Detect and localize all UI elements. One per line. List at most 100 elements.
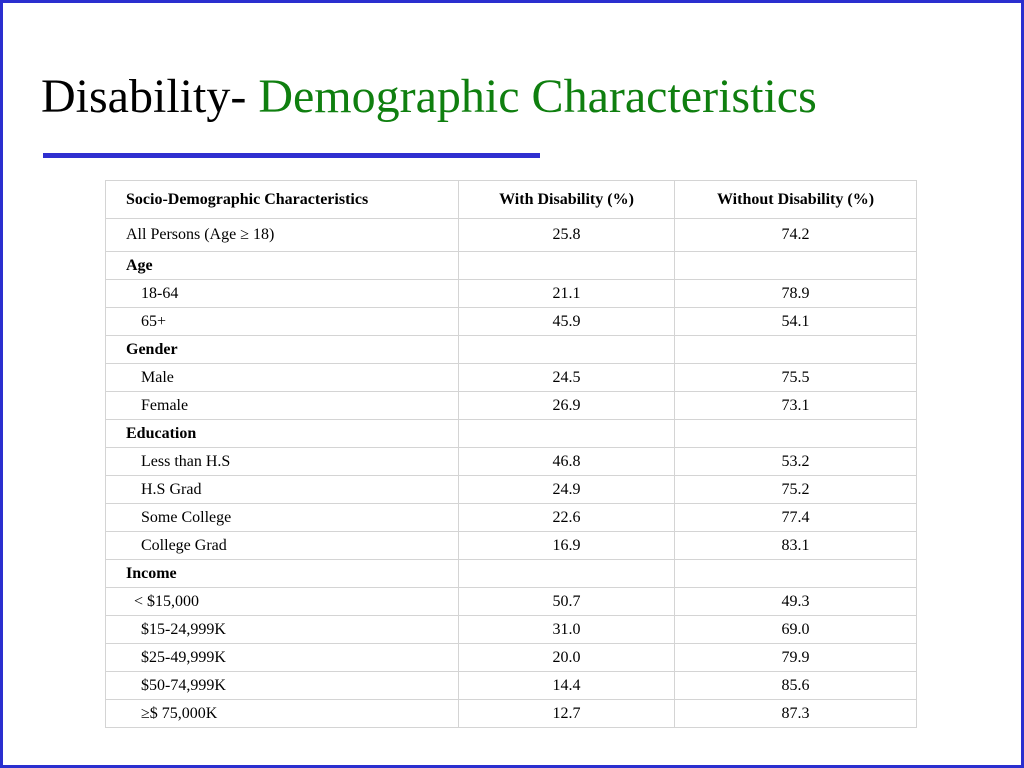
row-label-cell: Gender <box>105 335 459 364</box>
table-row: Less than H.S 46.8 53.2 <box>105 447 917 476</box>
row-label: $15-24,999K <box>141 621 226 638</box>
with-disability-value: 12.7 <box>458 699 675 728</box>
row-label-cell: Less than H.S <box>105 447 459 476</box>
row-label: $25-49,999K <box>141 649 226 666</box>
header-without-disability: Without Disability (%) <box>674 180 917 219</box>
row-label: 65+ <box>141 313 167 330</box>
row-label-cell: Age <box>105 251 459 280</box>
row-label: $50-74,999K <box>141 677 226 694</box>
without-disability-value: 69.0 <box>674 615 917 644</box>
with-disability-value <box>458 335 675 364</box>
without-disability-value <box>674 559 917 588</box>
table-row: $50-74,999K 14.4 85.6 <box>105 671 917 700</box>
row-label-cell: 65+ <box>105 307 459 336</box>
with-disability-value: 50.7 <box>458 587 675 616</box>
table-row: $15-24,999K 31.0 69.0 <box>105 615 917 644</box>
without-disability-value <box>674 419 917 448</box>
with-disability-value: 22.6 <box>458 503 675 532</box>
with-disability-value: 24.5 <box>458 363 675 392</box>
table-row: Education <box>105 419 917 448</box>
table-row: Income <box>105 559 917 588</box>
table-row: Male 24.5 75.5 <box>105 363 917 392</box>
title-main: Demographic Characteristics <box>258 70 817 123</box>
row-label: College Grad <box>141 537 227 554</box>
section-label: Gender <box>126 341 178 358</box>
row-label: Male <box>141 369 174 386</box>
with-disability-value: 26.9 <box>458 391 675 420</box>
with-disability-value: 31.0 <box>458 615 675 644</box>
without-disability-value: 79.9 <box>674 643 917 672</box>
with-disability-value: 46.8 <box>458 447 675 476</box>
row-label-cell: $50-74,999K <box>105 671 459 700</box>
table-row: Some College 22.6 77.4 <box>105 503 917 532</box>
row-label: All Persons (Age ≥ 18) <box>126 226 275 243</box>
with-disability-value: 14.4 <box>458 671 675 700</box>
table-row: Gender <box>105 335 917 364</box>
without-disability-value: 54.1 <box>674 307 917 336</box>
row-label: Less than H.S <box>141 453 231 470</box>
row-label: < $15,000 <box>134 593 200 610</box>
table-body: All Persons (Age ≥ 18) 25.8 74.2 Age 18-64 21… <box>105 218 917 728</box>
row-label-cell: H.S Grad <box>105 475 459 504</box>
header-with-disability: With Disability (%) <box>458 180 675 219</box>
row-label: 18-64 <box>141 285 179 302</box>
table-row: 65+ 45.9 54.1 <box>105 307 917 336</box>
table-row: Female 26.9 73.1 <box>105 391 917 420</box>
row-label-cell: ≥$ 75,000K <box>105 699 459 728</box>
without-disability-value <box>674 335 917 364</box>
without-disability-value: 83.1 <box>674 531 917 560</box>
table-header-row: Socio-Demographic Characteristics With D… <box>105 180 917 219</box>
table-row: 18-64 21.1 78.9 <box>105 279 917 308</box>
row-label-cell: $25-49,999K <box>105 643 459 672</box>
with-disability-value: 45.9 <box>458 307 675 336</box>
table-row: < $15,000 50.7 49.3 <box>105 587 917 616</box>
row-label: H.S Grad <box>141 481 202 498</box>
with-disability-value <box>458 559 675 588</box>
section-label: Age <box>126 257 153 274</box>
table-row: ≥$ 75,000K 12.7 87.3 <box>105 699 917 728</box>
with-disability-value: 20.0 <box>458 643 675 672</box>
row-label-cell: $15-24,999K <box>105 615 459 644</box>
row-label-cell: < $15,000 <box>105 587 459 616</box>
title-prefix: Disability- <box>41 70 259 123</box>
with-disability-value <box>458 419 675 448</box>
without-disability-value: 77.4 <box>674 503 917 532</box>
row-label-cell: Female <box>105 391 459 420</box>
row-label-cell: Some College <box>105 503 459 532</box>
with-disability-value: 25.8 <box>458 218 675 252</box>
with-disability-value <box>458 251 675 280</box>
without-disability-value: 75.5 <box>674 363 917 392</box>
table-row: $25-49,999K 20.0 79.9 <box>105 643 917 672</box>
without-disability-value: 73.1 <box>674 391 917 420</box>
row-label: Female <box>141 397 189 414</box>
row-label-cell: College Grad <box>105 531 459 560</box>
row-label-cell: Education <box>105 419 459 448</box>
title-underline <box>43 153 540 158</box>
row-label-cell: 18-64 <box>105 279 459 308</box>
table-row: College Grad 16.9 83.1 <box>105 531 917 560</box>
demographics-table: Socio-Demographic Characteristics With D… <box>105 180 917 728</box>
row-label: ≥$ 75,000K <box>141 705 218 722</box>
with-disability-value: 16.9 <box>458 531 675 560</box>
without-disability-value <box>674 251 917 280</box>
without-disability-value: 74.2 <box>674 218 917 252</box>
header-characteristics: Socio-Demographic Characteristics <box>105 180 459 219</box>
slide-title: Disability- Demographic Characteristics <box>41 67 817 127</box>
without-disability-value: 49.3 <box>674 587 917 616</box>
row-label-cell: Male <box>105 363 459 392</box>
row-label: Some College <box>141 509 232 526</box>
section-label: Income <box>126 565 177 582</box>
without-disability-value: 78.9 <box>674 279 917 308</box>
with-disability-value: 21.1 <box>458 279 675 308</box>
without-disability-value: 85.6 <box>674 671 917 700</box>
section-label: Education <box>126 425 197 442</box>
table-row: H.S Grad 24.9 75.2 <box>105 475 917 504</box>
with-disability-value: 24.9 <box>458 475 675 504</box>
without-disability-value: 87.3 <box>674 699 917 728</box>
without-disability-value: 53.2 <box>674 447 917 476</box>
table-row: All Persons (Age ≥ 18) 25.8 74.2 <box>105 218 917 252</box>
without-disability-value: 75.2 <box>674 475 917 504</box>
table-row: Age <box>105 251 917 280</box>
row-label-cell: Income <box>105 559 459 588</box>
